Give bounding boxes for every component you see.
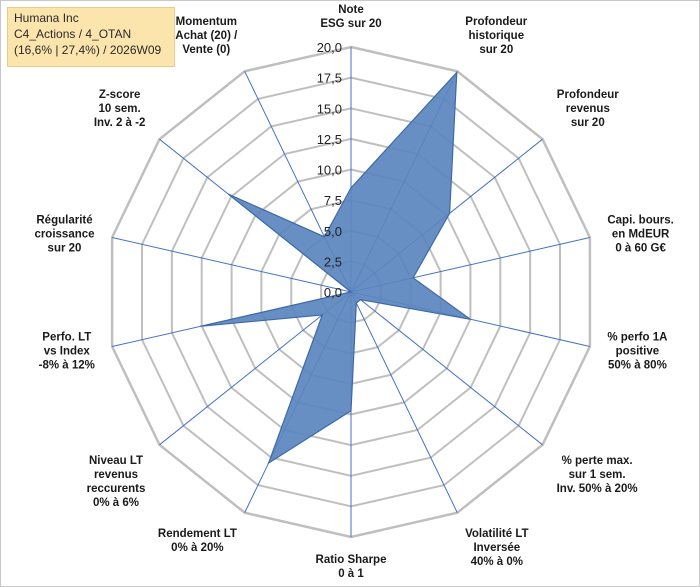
axis-label-5: % perte max. sur 1 sem. Inv. 50% à 20%	[557, 455, 638, 495]
axis-label-line: sur 20	[48, 243, 82, 255]
radar-series	[200, 70, 471, 465]
tick-label-6: 15,0	[317, 101, 342, 116]
tick-label-1: 2,5	[324, 254, 342, 269]
axis-spoke-9	[159, 291, 352, 446]
axis-label-line: sur 20	[479, 44, 513, 56]
radar-tick-labels: 0,0 2,5 5,0 7,5 10,0 12,5 15,0 17,5 20,0	[317, 40, 342, 300]
axis-label-line: Inv. 2 à -2	[94, 117, 146, 129]
title-company: Humana Inc	[14, 11, 79, 25]
axis-label-line: 10 sem.	[98, 103, 140, 115]
axis-label-12: Z-score 10 sem. Inv. 2 à -2	[94, 89, 146, 129]
axis-label-line: 50% à 80%	[608, 360, 667, 372]
axis-label-6: Volatilité LT Inversée 40% à 0%	[465, 528, 528, 568]
axis-label-line: Rendement LT	[158, 528, 237, 540]
title-stats: (16,6% | 27,4%) / 2026W09	[14, 43, 162, 57]
axis-label-line: croissance	[34, 229, 94, 241]
axis-label-line: Perfo. LT	[42, 332, 91, 344]
axis-label-3: Capi. bours. en MdEUR 0 à 60 G€	[607, 215, 673, 255]
title-category: C4_Actions / 4_OTAN	[14, 27, 132, 41]
axis-label-9: Niveau LT revenus reccurents 0% à 6%	[87, 455, 146, 509]
axis-label-4: % perfo 1A positive 50% à 80%	[607, 332, 667, 372]
axis-label-line: Profondeur	[465, 16, 527, 28]
axis-label-line: -8% à 12%	[39, 360, 95, 372]
axis-label-line: Ratio Sharpe	[316, 554, 387, 566]
axis-label-line: revenus	[94, 469, 138, 481]
axis-label-line: en MdEUR	[612, 229, 670, 241]
axis-label-line: Momentum	[176, 16, 237, 28]
axis-label-7: Ratio Sharpe 0 à 1	[316, 554, 387, 580]
axis-spoke-5	[350, 291, 543, 446]
tick-label-4: 10,0	[317, 163, 342, 178]
tick-label-8: 20,0	[317, 40, 342, 55]
axis-label-line: 0% à 6%	[93, 497, 139, 509]
axis-label-2: Profondeur revenus sur 20	[557, 89, 619, 129]
axis-label-10: Perfo. LT vs Index -8% à 12%	[39, 332, 95, 372]
axis-spoke-11	[111, 237, 352, 293]
axis-label-line: vs Index	[44, 346, 91, 358]
chart-title-box: Humana Inc C4_Actions / 4_OTAN (16,6% | …	[7, 7, 175, 67]
tick-label-2: 5,0	[324, 224, 342, 239]
axis-label-line: sur 20	[571, 117, 605, 129]
axis-label-line: 40% à 0%	[471, 556, 523, 568]
axis-label-line: Z-score	[99, 89, 141, 101]
axis-label-line: Volatilité LT	[465, 528, 528, 540]
axis-label-line: reccurents	[87, 483, 146, 495]
axis-label-line: revenus	[566, 103, 610, 115]
axis-label-line: Niveau LT	[89, 455, 143, 467]
tick-label-7: 17,5	[317, 71, 342, 86]
axis-label-line: 0% à 20%	[171, 542, 223, 554]
axis-label-line: Inv. 50% à 20%	[557, 483, 638, 495]
axis-label-line: Achat (20) /	[175, 30, 238, 42]
tick-label-5: 12,5	[317, 132, 342, 147]
axis-label-line: Régularité	[36, 215, 92, 227]
axis-label-line: % perte max.	[562, 455, 633, 467]
axis-label-0: Note ESG sur 20	[320, 4, 381, 30]
axis-label-1: Profondeur historique sur 20	[465, 16, 527, 56]
axis-label-11: Régularité croissance sur 20	[34, 215, 94, 255]
axis-label-line: Note	[338, 4, 364, 16]
radar-axis-labels: Note ESG sur 20 Profondeur historique sur 20…	[34, 4, 673, 580]
axis-label-line: 0 à 60 G€	[615, 243, 666, 255]
axis-spoke-6	[350, 291, 458, 513]
axis-label-line: % perfo 1A	[607, 332, 667, 344]
axis-label-line: ESG sur 20	[320, 18, 381, 30]
tick-label-3: 7,5	[324, 193, 342, 208]
axis-label-line: Inversée	[473, 542, 520, 554]
axis-label-line: Capi. bours.	[607, 215, 673, 227]
axis-label-13: Momentum Achat (20) / Vente (0)	[175, 16, 238, 56]
axis-label-line: positive	[616, 346, 659, 358]
tick-label-0: 0,0	[324, 285, 342, 300]
axis-label-line: Profondeur	[557, 89, 619, 101]
axis-label-line: historique	[469, 30, 525, 42]
axis-label-line: Vente (0)	[182, 44, 230, 56]
axis-label-line: sur 1 sem.	[569, 469, 626, 481]
axis-label-line: 0 à 1	[338, 568, 364, 580]
axis-label-8: Rendement LT 0% à 20%	[158, 528, 237, 554]
